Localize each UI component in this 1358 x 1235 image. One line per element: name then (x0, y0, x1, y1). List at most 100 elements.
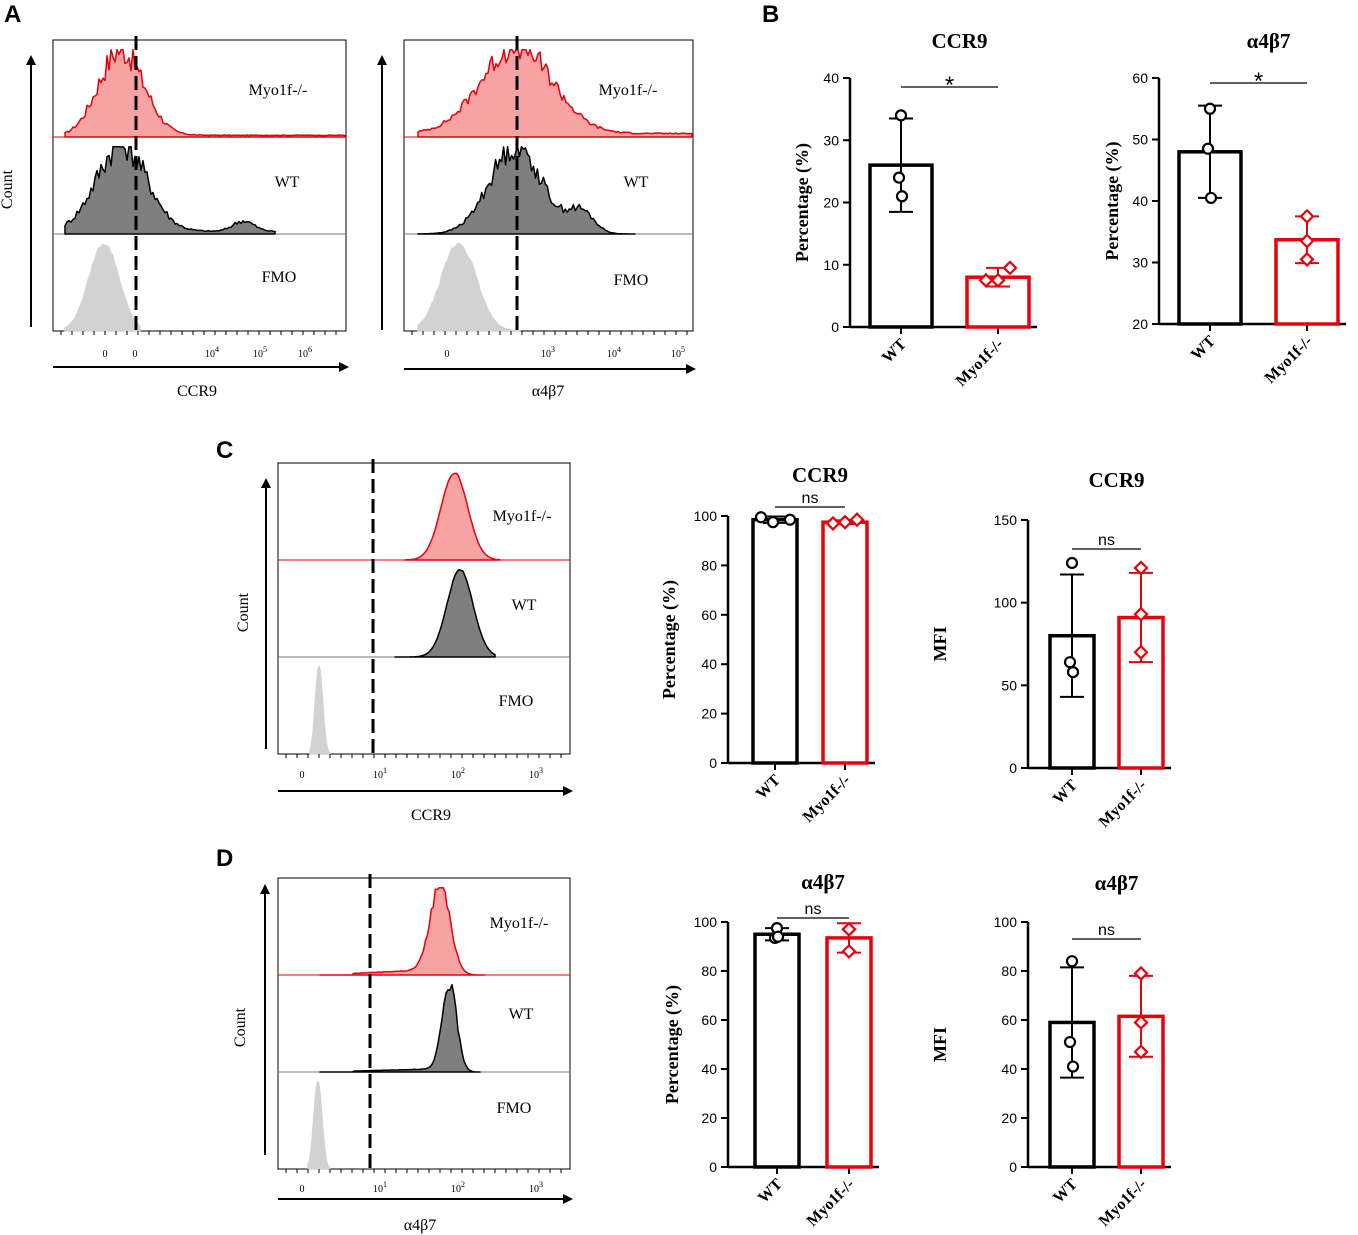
y-axis-label: Count (232, 1007, 249, 1047)
y-axis-arrowhead (261, 478, 271, 488)
histogram-a-ccr9: Myo1f-/- WT FMO 0 0 104 105 106 CCR9 Count (0, 36, 349, 400)
chart-title: CCR9 (932, 29, 988, 53)
histogram-peak-wt (64, 145, 276, 235)
bar-myo1f- (825, 936, 873, 1169)
bar-wt (753, 932, 801, 1169)
x-tick-label: 103 (541, 345, 555, 360)
panel-letter-c: C (216, 437, 233, 464)
y-tick-label: 40 (701, 656, 717, 672)
data-point-myo1f (841, 943, 857, 959)
histogram-frame (277, 877, 571, 1170)
histogram-frame (403, 39, 694, 332)
x-tick-label: 0 (445, 349, 450, 360)
histogram-peak-myo1f (417, 48, 693, 138)
histogram-frame (52, 39, 347, 332)
y-axis-label: Count (0, 169, 16, 209)
y-axis-arrowhead (26, 55, 36, 65)
histogram-peak-fmo (417, 242, 521, 332)
histogram-row-label: Myo1f-/- (493, 508, 552, 525)
histogram-peak-wt (394, 568, 496, 658)
y-tick-label: 50 (1132, 132, 1148, 148)
y-tick-label: 20 (701, 706, 717, 722)
data-point-wt (1065, 955, 1079, 968)
data-point-wt (894, 109, 908, 122)
y-tick-label: 0 (831, 319, 839, 335)
x-category-label: WT (1050, 777, 1081, 808)
y-axis-label: Percentage (%) (792, 143, 813, 262)
y-axis-label: Percentage (%) (662, 985, 683, 1104)
histogram-row-label: FMO (614, 272, 649, 289)
y-tick-label: 80 (701, 557, 717, 573)
bar-chart-d-a4b7-percentage: α4β7 Percentage (%) 0 20 40 60 80 100 WT Myo1f-/-… (662, 870, 879, 1230)
error-bar (1060, 966, 1084, 1079)
bar-myo1f- (821, 520, 869, 765)
x-tick-label: 102 (451, 1180, 465, 1195)
y-axis-label: Percentage (%) (659, 580, 680, 699)
x-tick-label: 102 (451, 766, 465, 781)
data-point-wt (1065, 556, 1079, 570)
histogram-row-label: WT (509, 1006, 534, 1023)
histogram-row-label: FMO (262, 269, 297, 286)
x-category-label: WT (1050, 1176, 1081, 1207)
bar-chart-c-ccr9-percentage: CCR9 Percentage (%) 0 20 40 60 80 100 WT Myo1f-/-… (659, 463, 875, 826)
x-tick-label: 105 (671, 345, 685, 360)
y-tick-label: 60 (701, 1012, 717, 1028)
data-point-myo1f (1299, 233, 1315, 249)
y-tick-label: 60 (1132, 70, 1148, 86)
x-axis-arrowhead (563, 1194, 573, 1204)
bar-chart-c-ccr9-mfi: CCR9 MFI 0 50 100 150 WT Myo1f-/- ns (930, 468, 1171, 831)
data-point-wt (1203, 102, 1217, 115)
y-tick-label: 10 (823, 257, 839, 273)
y-tick-label: 40 (823, 70, 839, 86)
chart-title: CCR9 (1089, 468, 1145, 492)
y-tick-label: 0 (709, 755, 717, 771)
x-tick-label: 103 (529, 766, 543, 781)
histogram-peak-fmo (307, 1080, 331, 1170)
data-point-myo1f (825, 515, 841, 531)
x-axis-arrowhead (339, 362, 349, 372)
data-point-myo1f (978, 272, 994, 288)
data-point-myo1f (841, 921, 857, 937)
y-tick-label: 150 (994, 512, 1018, 528)
data-point-myo1f (1299, 208, 1315, 224)
histogram-c-ccr9: Myo1f-/- WT FMO 0 101 102 103 CCR9 Count (235, 459, 573, 824)
y-tick-label: 40 (1001, 1061, 1017, 1077)
histogram-row-label: WT (624, 174, 649, 191)
data-point-myo1f (1133, 1044, 1149, 1060)
x-tick-label: 0 (103, 349, 108, 360)
histogram-frame (277, 462, 571, 755)
chart-title: α4β7 (1095, 871, 1139, 895)
data-point-myo1f (1133, 1014, 1149, 1031)
histogram-peak-myo1f (319, 886, 486, 976)
x-axis-label: α4β7 (532, 383, 565, 400)
x-axis-label: α4β7 (404, 1217, 437, 1234)
x-category-label: Myo1f-/- (1262, 333, 1316, 387)
significance-label: * (945, 72, 954, 99)
chart-title: α4β7 (1247, 29, 1291, 53)
y-tick-label: 100 (994, 914, 1018, 930)
y-tick-label: 0 (1009, 1159, 1017, 1175)
y-tick-label: 20 (823, 195, 839, 211)
bar-wt (751, 517, 799, 765)
x-axis-arrowhead (686, 364, 696, 374)
histogram-row-label: FMO (499, 693, 534, 710)
data-point-wt (895, 190, 909, 203)
significance-label: ns (1098, 532, 1115, 549)
x-axis-label: CCR9 (177, 383, 217, 400)
data-point-wt (1066, 1060, 1080, 1073)
y-tick-label: 30 (823, 132, 839, 148)
x-tick-label: 101 (373, 1180, 387, 1195)
bar-chart-b-ccr9: CCR9 Percentage (%) 0 10 20 30 40 WT Myo1f-/- * (792, 29, 1037, 390)
y-axis-label: MFI (930, 627, 950, 662)
data-point-wt (1063, 656, 1077, 669)
y-axis-arrowhead (260, 884, 270, 894)
data-point-wt (783, 513, 797, 526)
data-point-wt (754, 511, 768, 524)
data-point-myo1f (1133, 560, 1149, 576)
data-point-wt (892, 171, 906, 184)
x-axis-label: CCR9 (411, 807, 451, 824)
x-tick-label: 101 (373, 766, 387, 781)
panel-letter-b: B (762, 1, 779, 28)
y-tick-label: 60 (1001, 1012, 1017, 1028)
data-point-myo1f (990, 272, 1006, 288)
